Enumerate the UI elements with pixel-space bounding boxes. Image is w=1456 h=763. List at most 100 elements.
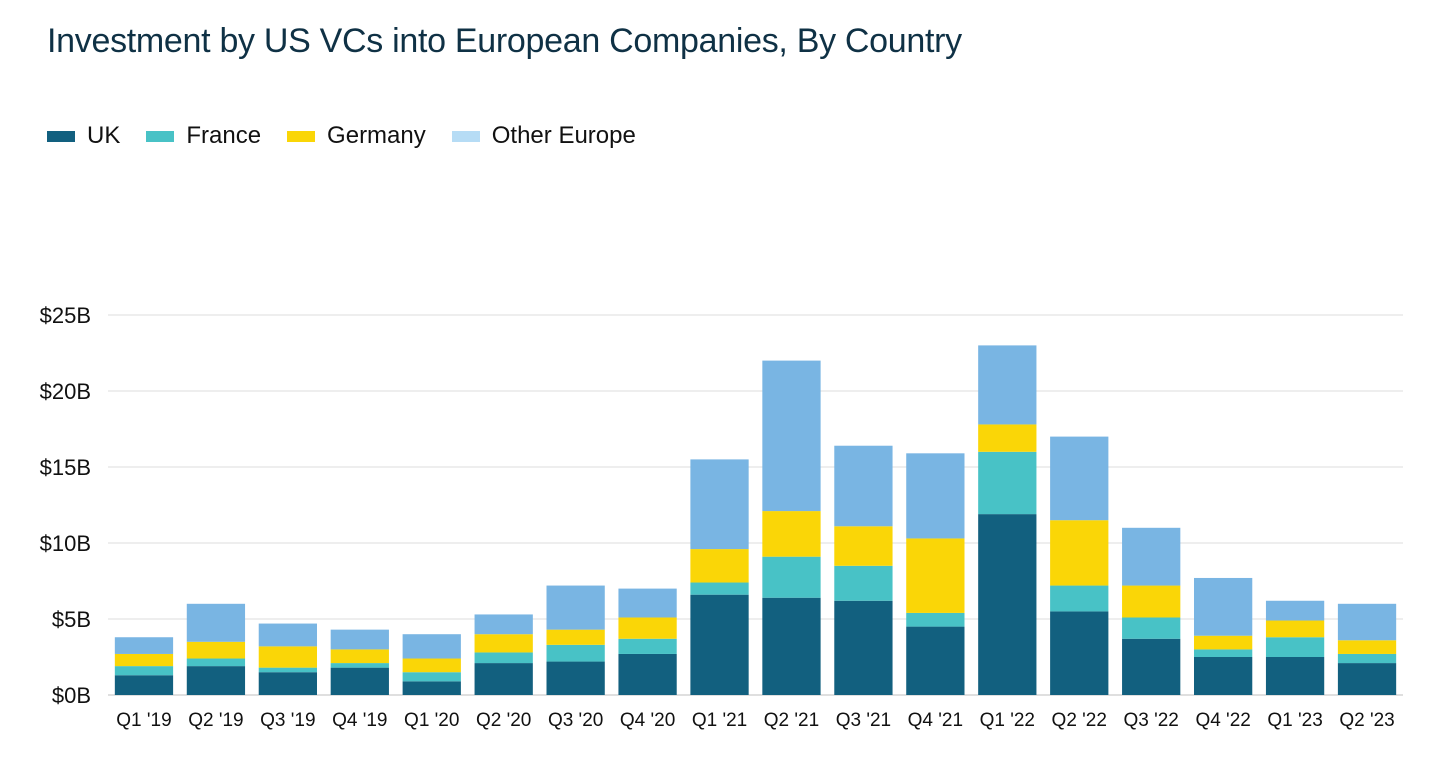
bar-segment-germany <box>474 634 533 653</box>
bar-segment-germany <box>906 538 965 613</box>
x-tick-label: Q1 '20 <box>404 710 459 731</box>
legend-label-france: France <box>186 122 262 149</box>
bar-segment-germany <box>546 629 605 645</box>
bar-segment-uk <box>690 594 749 695</box>
bar-segment-uk <box>186 666 246 695</box>
y-tick-label: $5B <box>52 607 91 632</box>
x-tick-label: Q4 '21 <box>908 710 963 731</box>
bar-segment-france <box>1194 649 1253 657</box>
bar-segment-germany <box>402 658 461 673</box>
bar-segment-uk <box>762 597 821 695</box>
legend-swatch-france <box>146 130 175 142</box>
legend-item-other-europe: Other Europe <box>451 122 636 150</box>
x-tick-label: Q3 '20 <box>548 710 603 731</box>
bar-segment-france <box>690 582 749 595</box>
bar-segment-other-europe <box>618 588 677 618</box>
x-tick-label: Q1 '21 <box>692 710 747 731</box>
bar-segment-other-europe <box>186 603 246 642</box>
bar-segment-germany <box>330 649 389 664</box>
x-tick-label: Q1 '19 <box>116 710 171 731</box>
bar-segment-france <box>1265 637 1325 657</box>
bar-segment-uk <box>1050 611 1109 695</box>
bar-segment-uk <box>474 663 533 695</box>
bar-segment-germany <box>1337 640 1397 654</box>
bar-segment-other-europe <box>906 453 965 539</box>
bar-segment-germany <box>618 617 677 639</box>
bar-segment-other-europe <box>1122 527 1181 586</box>
bar-segment-france <box>258 667 317 673</box>
bar-segment-other-europe <box>1050 436 1109 521</box>
bar-segment-france <box>762 556 821 598</box>
x-tick-label: Q2 '21 <box>764 710 819 731</box>
bar-segment-uk <box>402 681 461 695</box>
x-tick-label: Q4 '20 <box>620 710 675 731</box>
bar-segment-germany <box>1265 620 1325 638</box>
x-tick-label: Q1 '23 <box>1267 710 1322 731</box>
legend-item-germany: Germany <box>287 122 426 150</box>
bar-segment-uk <box>258 672 317 695</box>
x-tick-label: Q3 '21 <box>836 710 891 731</box>
bar-segment-uk <box>1194 657 1253 695</box>
bar-segment-france <box>1337 653 1397 664</box>
bar-segment-uk <box>906 626 965 695</box>
bar-segment-uk <box>978 514 1037 695</box>
y-tick-label: $10B <box>40 531 91 556</box>
legend-swatch-uk <box>47 130 75 142</box>
y-tick-label: $0B <box>52 683 91 708</box>
legend-swatch-other-europe <box>451 130 480 142</box>
x-tick-label: Q4 '19 <box>332 710 387 731</box>
bar-segment-france <box>330 663 389 668</box>
bar-segment-germany <box>762 511 821 557</box>
y-tick-label: $15B <box>40 455 91 480</box>
bar-segment-france <box>402 672 461 682</box>
bar-segment-uk <box>1122 638 1181 695</box>
bar-segment-uk <box>114 675 174 695</box>
bar-segment-other-europe <box>1265 600 1325 621</box>
bar-segment-germany <box>1050 520 1109 586</box>
bar-segment-germany <box>258 646 317 668</box>
y-tick-label: $20B <box>40 379 91 404</box>
legend-label-uk: UK <box>87 122 121 149</box>
bar-segment-other-europe <box>474 614 533 635</box>
bar-segment-france <box>618 638 677 654</box>
bar-segment-other-europe <box>978 345 1037 425</box>
bar-segment-other-europe <box>1194 577 1253 636</box>
x-tick-label: Q1 '22 <box>980 710 1035 731</box>
bar-segment-other-europe <box>402 634 461 659</box>
legend: UK France Germany Other Europe <box>47 122 662 150</box>
bar-segment-uk <box>618 653 677 695</box>
bar-segment-france <box>906 612 965 627</box>
bar-segment-uk <box>834 600 893 695</box>
bar-segment-france <box>114 666 174 676</box>
bar-segment-germany <box>114 653 174 667</box>
y-tick-label: $25B <box>40 303 91 328</box>
bar-segment-germany <box>834 526 893 566</box>
x-tick-label: Q2 '22 <box>1052 710 1107 731</box>
bar-segment-france <box>1050 585 1109 612</box>
bar-segment-germany <box>690 549 749 583</box>
bar-segment-france <box>978 451 1037 515</box>
bar-segment-germany <box>978 424 1037 452</box>
bar-segment-other-europe <box>690 459 749 550</box>
legend-item-france: France <box>146 122 261 150</box>
bar-segment-other-europe <box>1337 603 1397 641</box>
bar-segment-france <box>546 644 605 662</box>
chart-title: Investment by US VCs into European Compa… <box>47 22 962 60</box>
bar-segment-france <box>834 565 893 601</box>
bar-segment-uk <box>1337 663 1397 695</box>
legend-label-germany: Germany <box>327 122 426 149</box>
x-tick-label: Q3 '19 <box>260 710 315 731</box>
legend-label-other-europe: Other Europe <box>491 122 636 149</box>
bar-segment-germany <box>1194 635 1253 650</box>
x-tick-label: Q3 '22 <box>1123 710 1178 731</box>
bar-segment-france <box>186 658 246 667</box>
bar-segment-uk <box>330 667 389 695</box>
bar-segment-germany <box>1122 585 1181 618</box>
bar-segment-other-europe <box>114 637 174 654</box>
bar-segment-other-europe <box>762 360 821 512</box>
bar-segment-france <box>1122 617 1181 639</box>
bar-segment-france <box>474 652 533 664</box>
legend-item-uk: UK <box>47 122 120 150</box>
legend-swatch-germany <box>287 130 316 142</box>
